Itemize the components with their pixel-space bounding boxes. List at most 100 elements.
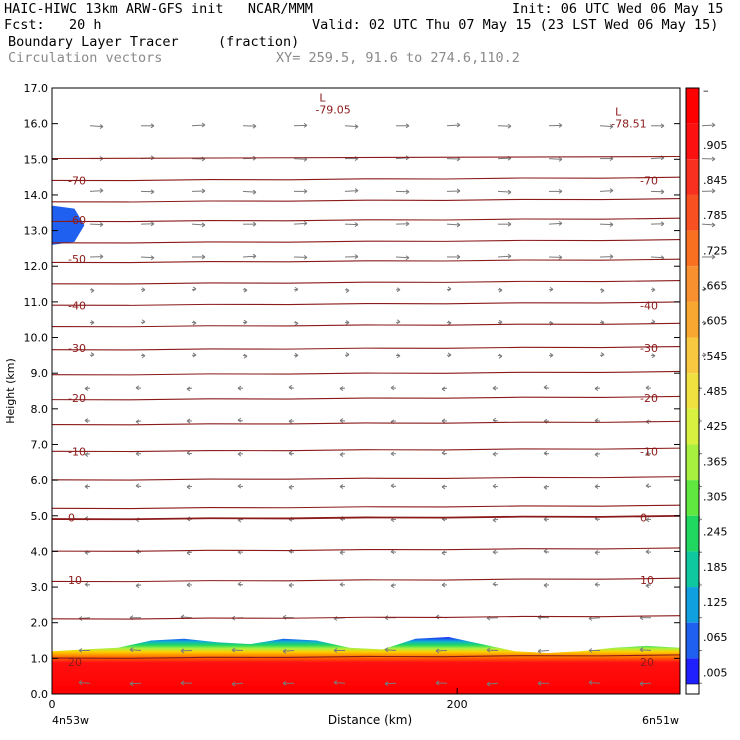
vector-arrowhead	[186, 550, 191, 556]
vector-arrowhead	[288, 450, 293, 456]
vector-arrowhead	[237, 385, 242, 391]
upper-tracer-patch	[52, 205, 85, 245]
colorbar-swatch	[686, 444, 699, 481]
vector-arrowhead	[243, 353, 248, 359]
vector-arrowhead	[537, 680, 542, 686]
colorbar-swatch	[686, 88, 699, 124]
vector-arrowhead	[645, 483, 650, 489]
colorbar-swatch	[686, 373, 699, 409]
vector-arrowhead	[396, 287, 401, 293]
vector-arrowhead	[231, 647, 236, 653]
vector-arrowhead	[192, 352, 197, 358]
vector-arrow	[293, 222, 308, 225]
vector-arrow	[650, 256, 665, 259]
vector-arrow	[497, 255, 512, 258]
vector-arrow	[395, 256, 410, 259]
vector-arrowhead	[441, 550, 446, 556]
vector-arrowhead	[435, 648, 440, 654]
vector-arrowhead	[660, 123, 665, 129]
vector-arrowhead	[333, 648, 338, 653]
vector-arrowhead	[201, 122, 206, 128]
vector-arrow	[191, 223, 206, 226]
contour-line	[51, 198, 681, 203]
vector-arrowhead	[201, 254, 206, 260]
vector-arrowhead	[543, 384, 548, 390]
y-tick-label: 4.0	[31, 545, 49, 558]
vector-arrowhead	[192, 320, 197, 326]
vector-arrowhead	[492, 581, 497, 587]
vector-arrowhead	[84, 452, 89, 457]
vector-arrowhead	[192, 286, 197, 292]
vector-arrowhead	[558, 220, 563, 226]
vector-arrowhead	[543, 516, 548, 522]
contour-label: -70	[68, 175, 86, 188]
vector-arrowhead	[99, 222, 104, 227]
vector-arrowhead	[390, 451, 395, 457]
vector-arrowhead	[456, 222, 461, 228]
colorbar-swatch	[686, 266, 699, 302]
colorbar-label: .005	[703, 666, 728, 679]
vector-arrowhead	[129, 681, 134, 687]
vector-arrowhead	[339, 484, 344, 489]
vector-arrowhead	[303, 254, 308, 260]
vector-arrowhead	[354, 254, 359, 259]
vector-arrowhead	[84, 484, 89, 489]
vector-arrowhead	[180, 648, 185, 654]
vector-arrowhead	[447, 352, 452, 358]
y-tick-label: 17.0	[24, 82, 49, 95]
vector-arrowhead	[492, 417, 497, 423]
header-line1-left: HAIC-HIWC 13km ARW-GFS init NCAR/MMM	[4, 1, 313, 17]
vector-arrowhead	[339, 452, 344, 457]
vector-arrowhead	[135, 419, 140, 425]
colorbar-label: .425	[703, 420, 728, 433]
vector-arrowhead	[345, 288, 350, 293]
vector-arrow	[384, 649, 397, 652]
vector-arrow	[344, 190, 359, 192]
vector-arrowhead	[237, 417, 242, 423]
vector-arrowhead	[135, 583, 140, 589]
vector-arrowhead	[711, 222, 716, 228]
vector-arrowhead	[396, 319, 401, 325]
contour-line	[51, 258, 681, 264]
vector-arrowhead	[456, 188, 461, 194]
colorbar-swatch	[686, 408, 699, 445]
y-axis-label: Height (km)	[4, 358, 17, 424]
vector-arrowhead	[435, 680, 440, 686]
vector-arrowhead	[594, 484, 599, 489]
y-tick-label: 2.0	[31, 617, 49, 630]
vector-arrowhead	[702, 286, 707, 292]
vector-arrowhead	[345, 352, 350, 357]
y-tick-label: 10.0	[24, 332, 49, 345]
header-line1-right: Init: 06 UTC Wed 06 May 15	[512, 1, 724, 17]
vector-arrowhead	[456, 122, 461, 128]
vector-arrowhead	[135, 385, 140, 391]
vector-arrowhead	[702, 320, 707, 326]
vector-arrowhead	[441, 418, 446, 424]
vector-arrowhead	[252, 189, 257, 195]
vector-arrowhead	[543, 450, 548, 456]
colorbar-label: .905	[703, 139, 728, 152]
vector-arrowhead	[282, 680, 287, 686]
upper-tracer-shape	[52, 205, 85, 245]
vector-arrow	[78, 682, 91, 684]
contour-label: -78.51	[611, 118, 646, 131]
contour-line	[51, 615, 681, 620]
colorbar-swatch	[686, 622, 699, 659]
vector-arrowhead	[492, 385, 497, 391]
vector-arrowhead	[549, 286, 554, 292]
vector-arrowhead	[498, 287, 503, 293]
field-name: Boundary Layer Tracer	[8, 34, 179, 50]
colorbar-label: .545	[703, 350, 728, 363]
vector-arrowhead	[405, 255, 410, 261]
header-line2-left: Fcst: 20 h	[4, 17, 102, 33]
y-tick-label: 8.0	[31, 403, 49, 416]
vector-arrowhead	[492, 451, 497, 457]
colorbar-swatch	[686, 230, 699, 267]
contour-low-marker: L	[615, 106, 622, 119]
vector-arrow	[231, 682, 244, 685]
tracer-layer-fill	[52, 637, 680, 694]
colorbar-label: .065	[703, 631, 728, 644]
colorbar-label: .305	[703, 491, 728, 504]
y-axis-ticks: 0.0 1.0 2.0 3.0 4.0 5.0 6.0 7.0 8.0 9.0 10.0 11.0 12…	[24, 82, 680, 701]
vector-arrowhead	[594, 452, 599, 457]
